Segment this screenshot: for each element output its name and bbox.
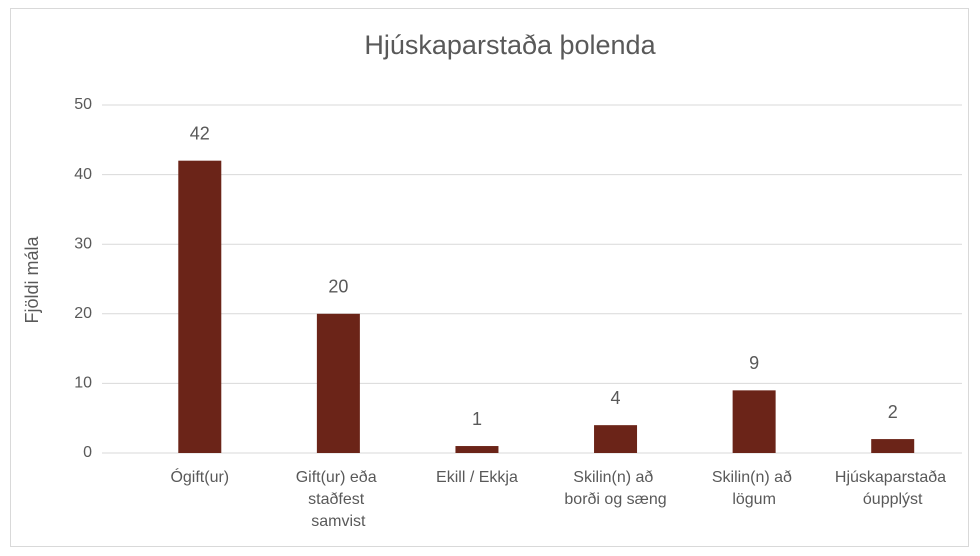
- bar: [594, 425, 638, 453]
- bar: [732, 390, 776, 453]
- bar: [316, 313, 360, 453]
- y-tick-label: 0: [83, 444, 92, 461]
- data-label: 42: [190, 123, 210, 143]
- chart-frame: [10, 8, 969, 547]
- chart-title: Hjúskaparstaða þolenda: [364, 30, 656, 60]
- bar: [871, 439, 915, 453]
- data-label: 9: [749, 353, 759, 373]
- bar: [455, 446, 499, 453]
- y-tick-label: 20: [74, 305, 92, 322]
- y-tick-label: 30: [74, 235, 92, 252]
- x-tick-label: Ekill / Ekkja: [436, 469, 518, 486]
- x-tick-label: Skilin(n) að lögum: [712, 469, 796, 508]
- y-tick-label: 40: [74, 166, 92, 183]
- y-axis-label: Fjöldi mála: [22, 235, 42, 323]
- data-label: 4: [611, 388, 621, 408]
- data-label: 1: [472, 409, 482, 429]
- x-tick-label: Skilin(n) að borði og sæng: [564, 469, 666, 508]
- data-label: 20: [328, 277, 348, 297]
- x-tick-label: Ógift(ur): [170, 467, 229, 486]
- x-tick-label: Hjúskaparstaða óupplýst: [835, 469, 951, 508]
- x-tick-label: Gift(ur) eða staðfest samvist: [296, 469, 381, 530]
- data-label: 2: [888, 402, 898, 422]
- bar: [178, 160, 222, 453]
- y-tick-label: 10: [74, 375, 92, 392]
- y-tick-label: 50: [74, 96, 92, 113]
